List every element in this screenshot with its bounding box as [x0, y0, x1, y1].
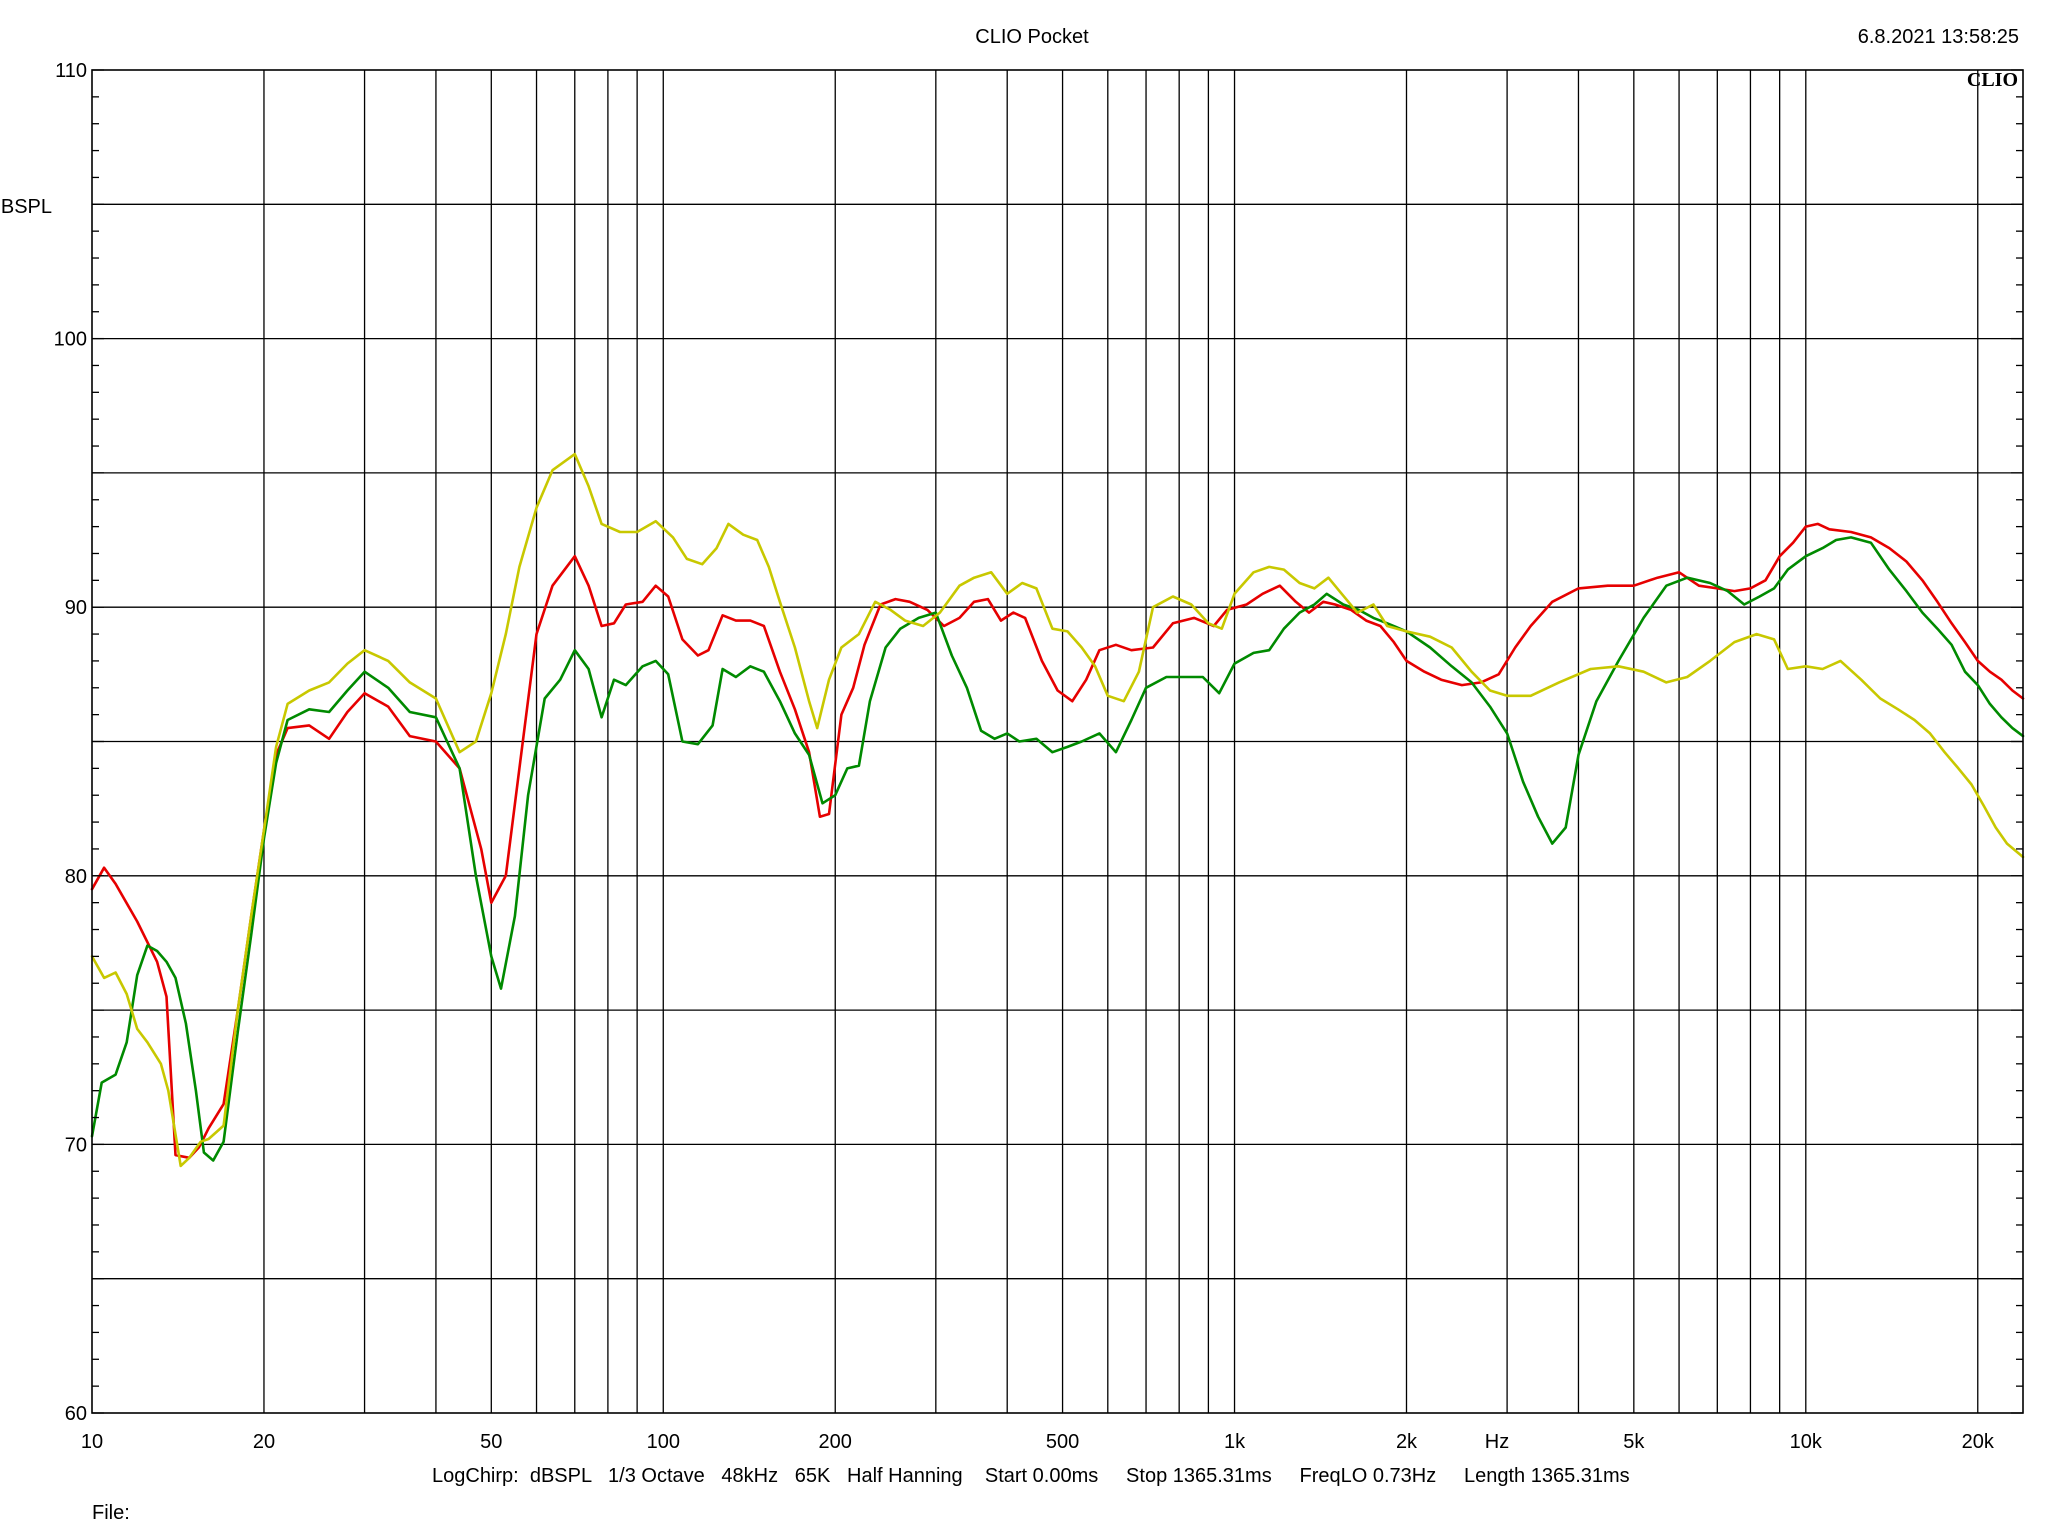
file-label: File:	[92, 1502, 130, 1524]
series-line-3	[90, 452, 2025, 1168]
axes: 110 100 90 80 70 60 10 20 50 100 200 500 1k 2k 5k 10k 20…	[54, 60, 2024, 1453]
y-tick-label: 60	[65, 1403, 87, 1425]
y-tick-label: 70	[65, 1134, 87, 1156]
x-tick-label: 500	[1046, 1431, 1079, 1453]
x-tick-label: 100	[647, 1431, 680, 1453]
x-tick-label: 50	[480, 1431, 502, 1453]
clio-logo: CLIO	[1967, 69, 2018, 91]
x-tick-label: 10k	[1790, 1431, 1823, 1453]
chart-title: CLIO Pocket	[975, 26, 1089, 48]
plot-frame	[91, 69, 2024, 1414]
y-tick-label: 80	[65, 866, 87, 888]
x-axis-label: Hz	[1485, 1431, 1509, 1453]
x-tick-label: 5k	[1623, 1431, 1645, 1453]
y-axis-label: dBSPL	[0, 196, 52, 218]
y-tick-label: 110	[55, 60, 87, 82]
measurement-info: LogChirp: dBSPL 1/3 Octave 48kHz 65K Hal…	[432, 1465, 1630, 1487]
x-tick-label: 200	[819, 1431, 852, 1453]
x-tick-label: 20	[253, 1431, 275, 1453]
x-tick-label: 2k	[1396, 1431, 1418, 1453]
y-tick-label: 100	[54, 329, 87, 351]
series-line-2	[90, 536, 2025, 1162]
timestamp: 6.8.2021 13:58:25	[1858, 26, 2019, 48]
x-tick-label: 20k	[1962, 1431, 1995, 1453]
x-tick-label: 10	[81, 1431, 103, 1453]
x-tick-label: 1k	[1224, 1431, 1246, 1453]
y-tick-label: 90	[65, 597, 87, 619]
plot-area	[90, 452, 2025, 1168]
